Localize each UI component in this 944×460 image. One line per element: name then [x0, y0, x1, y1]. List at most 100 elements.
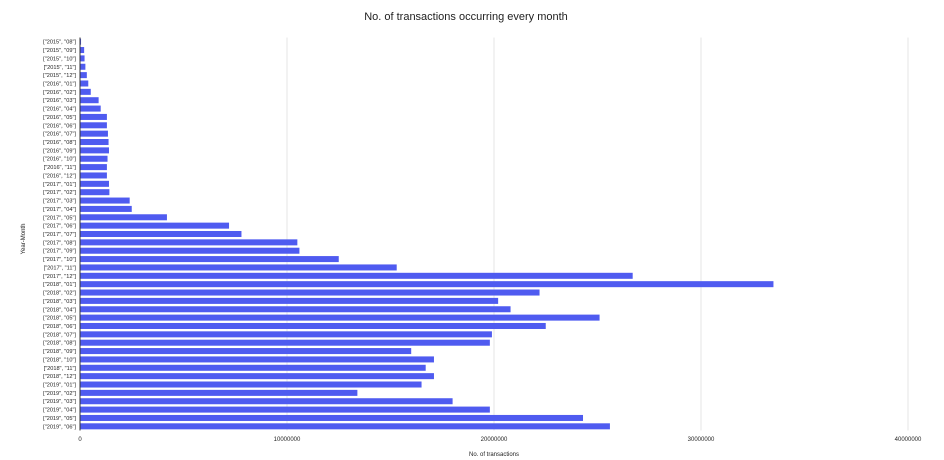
y-tick-label: ["2017", "05"]: [43, 215, 76, 221]
x-tick-labels: 0 10000000 20000000 30000000 40000000: [78, 437, 922, 443]
bar: [80, 230, 242, 238]
y-tick-label: ["2018", "02"]: [43, 291, 76, 297]
x-tick-label: 10000000: [274, 437, 301, 443]
bar: [80, 281, 774, 288]
y-tick-label: ["2016", "01"]: [43, 81, 76, 87]
y-tick-label: ["2019", "06"]: [43, 424, 76, 430]
bar: [80, 88, 91, 95]
bar: [80, 373, 434, 380]
bar: [80, 247, 300, 254]
bar: [80, 55, 85, 62]
bar: [80, 97, 99, 104]
y-tick-label: ["2016", "07"]: [43, 132, 76, 138]
bar: [80, 113, 107, 120]
y-tick-label: ["2016", "10"]: [43, 157, 76, 163]
y-tick-label: ["2016", "05"]: [43, 115, 76, 121]
bar: [80, 139, 109, 146]
bar: [80, 348, 412, 355]
y-tick-label: ["2017", "12"]: [43, 274, 76, 280]
bar: [80, 339, 490, 346]
bar: [80, 331, 492, 338]
bar: [80, 130, 108, 137]
bar: [80, 272, 633, 279]
y-tick-label: ["2019", "01"]: [43, 383, 76, 389]
y-tick-label: ["2018", "01"]: [43, 282, 76, 288]
y-tick-label: ["2017", "01"]: [43, 182, 76, 188]
bar: [80, 172, 107, 179]
y-tick-label: ["2017", "08"]: [43, 240, 76, 246]
bar: [80, 356, 434, 363]
bar: [80, 322, 546, 329]
y-tick-label: ["2016", "12"]: [43, 173, 76, 179]
bars: [80, 38, 774, 430]
y-tick-label: ["2019", "05"]: [43, 416, 76, 422]
bar: [80, 105, 101, 112]
bar: [80, 164, 107, 171]
y-tick-label: ["2017", "04"]: [43, 207, 76, 213]
y-tick-label: ["2016", "02"]: [43, 90, 76, 96]
y-tick-label: ["2018", "07"]: [43, 332, 76, 338]
bar: [80, 364, 426, 371]
y-tick-label: ["2015", "11"]: [44, 65, 77, 71]
y-tick-label: ["2018", "04"]: [43, 307, 76, 313]
y-tick-label: ["2016", "08"]: [43, 140, 76, 146]
y-tick-label: ["2019", "02"]: [43, 391, 76, 397]
bar: [80, 406, 490, 413]
y-tick-label: ["2019", "03"]: [43, 399, 76, 405]
bar: [80, 197, 130, 204]
bar: [80, 222, 230, 229]
bar: [80, 80, 89, 87]
bar: [80, 423, 610, 430]
bar: [80, 180, 109, 187]
y-tick-label: ["2019", "04"]: [43, 408, 76, 414]
bar: [80, 72, 87, 79]
y-tick-label: ["2017", "09"]: [43, 249, 76, 255]
y-tick-label: ["2018", "10"]: [43, 357, 76, 363]
y-tick-label: ["2015", "12"]: [43, 73, 76, 79]
x-tick-label: 20000000: [481, 437, 508, 443]
y-tick-label: ["2016", "06"]: [43, 123, 76, 129]
y-tick-label: ["2017", "11"]: [44, 265, 77, 271]
y-tick-label: ["2017", "07"]: [43, 232, 76, 238]
bar: [80, 381, 422, 388]
bar: [80, 122, 107, 129]
y-tick-label: ["2017", "06"]: [43, 224, 76, 230]
bar: [80, 398, 453, 405]
bar: [80, 47, 85, 54]
x-axis-title: No. of transactions: [469, 452, 519, 458]
bar: [80, 306, 511, 313]
y-tick-label: ["2018", "06"]: [43, 324, 76, 330]
bar: [80, 289, 540, 296]
y-tick-label: ["2018", "05"]: [43, 316, 76, 322]
bar: [80, 314, 600, 321]
bar: [80, 389, 358, 396]
y-tick-label: ["2017", "10"]: [43, 257, 76, 263]
bar: [80, 297, 499, 304]
bar: [80, 256, 339, 263]
y-tick-label: ["2016", "04"]: [43, 107, 76, 113]
bar: [80, 205, 132, 212]
y-tick-label: ["2015", "08"]: [43, 40, 76, 46]
y-tick-label: ["2016", "09"]: [43, 148, 76, 154]
bar: [80, 264, 397, 271]
bar: [80, 147, 109, 154]
y-tick-label: ["2018", "11"]: [44, 366, 77, 372]
bar: [80, 63, 86, 70]
gridlines: [286, 37, 909, 431]
bar: [80, 239, 298, 246]
x-tick-label: 40000000: [895, 437, 922, 443]
bar: [80, 189, 110, 196]
y-tick-label: ["2015", "10"]: [43, 56, 76, 62]
y-axis-title: Year-Month: [21, 224, 27, 255]
y-tick-label: ["2017", "03"]: [43, 199, 76, 205]
chart-title: No. of transactions occurring every mont…: [364, 11, 568, 23]
y-tick-label: ["2015", "09"]: [43, 48, 76, 54]
y-tick-label: ["2018", "03"]: [43, 299, 76, 305]
y-tick-label: ["2018", "08"]: [43, 341, 76, 347]
bar: [80, 38, 82, 45]
y-tick-label: ["2018", "12"]: [43, 374, 76, 380]
x-tick-label: 30000000: [688, 437, 715, 443]
y-tick-labels: ["2015", "08"] ["2015", "09"] ["2015", "10…: [43, 40, 76, 431]
y-tick-label: ["2018", "09"]: [43, 349, 76, 355]
